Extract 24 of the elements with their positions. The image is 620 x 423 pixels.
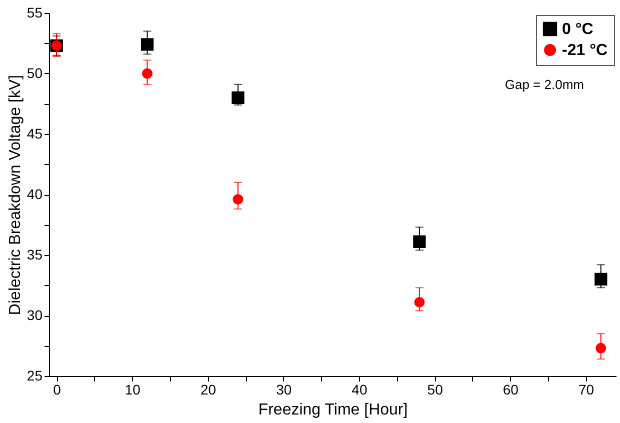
legend-label: -21 °C	[562, 42, 608, 59]
legend-label: 0 °C	[562, 21, 594, 38]
y-tick-label: 45	[26, 126, 43, 142]
x-tick-label: 20	[200, 382, 216, 398]
annotation: Gap = 2.0mm	[504, 77, 584, 92]
y-tick-label: 35	[26, 246, 43, 262]
x-axis-title: Freezing Time [Hour]	[258, 402, 408, 418]
x-tick-label: 30	[276, 382, 292, 398]
y-tick-label: 30	[26, 307, 43, 323]
x-tick-label: 70	[578, 382, 594, 398]
point	[140, 38, 154, 51]
x-tick-label: 50	[427, 382, 444, 398]
x-tick-label: 10	[124, 382, 141, 398]
y-axis-title: Dielectric Breakdown Voltage [kV]	[6, 74, 24, 316]
point	[594, 272, 608, 286]
x-tick-label: 0	[53, 382, 62, 398]
y-tick-label: 40	[26, 186, 43, 202]
x-tick-label: 40	[352, 382, 368, 398]
x-tick-label: 60	[502, 382, 519, 398]
y-tick-label: 50	[26, 65, 43, 81]
y-tick-label: 55	[26, 4, 43, 20]
point	[413, 235, 426, 248]
point	[232, 91, 244, 104]
y-tick-label: 25	[26, 368, 43, 384]
